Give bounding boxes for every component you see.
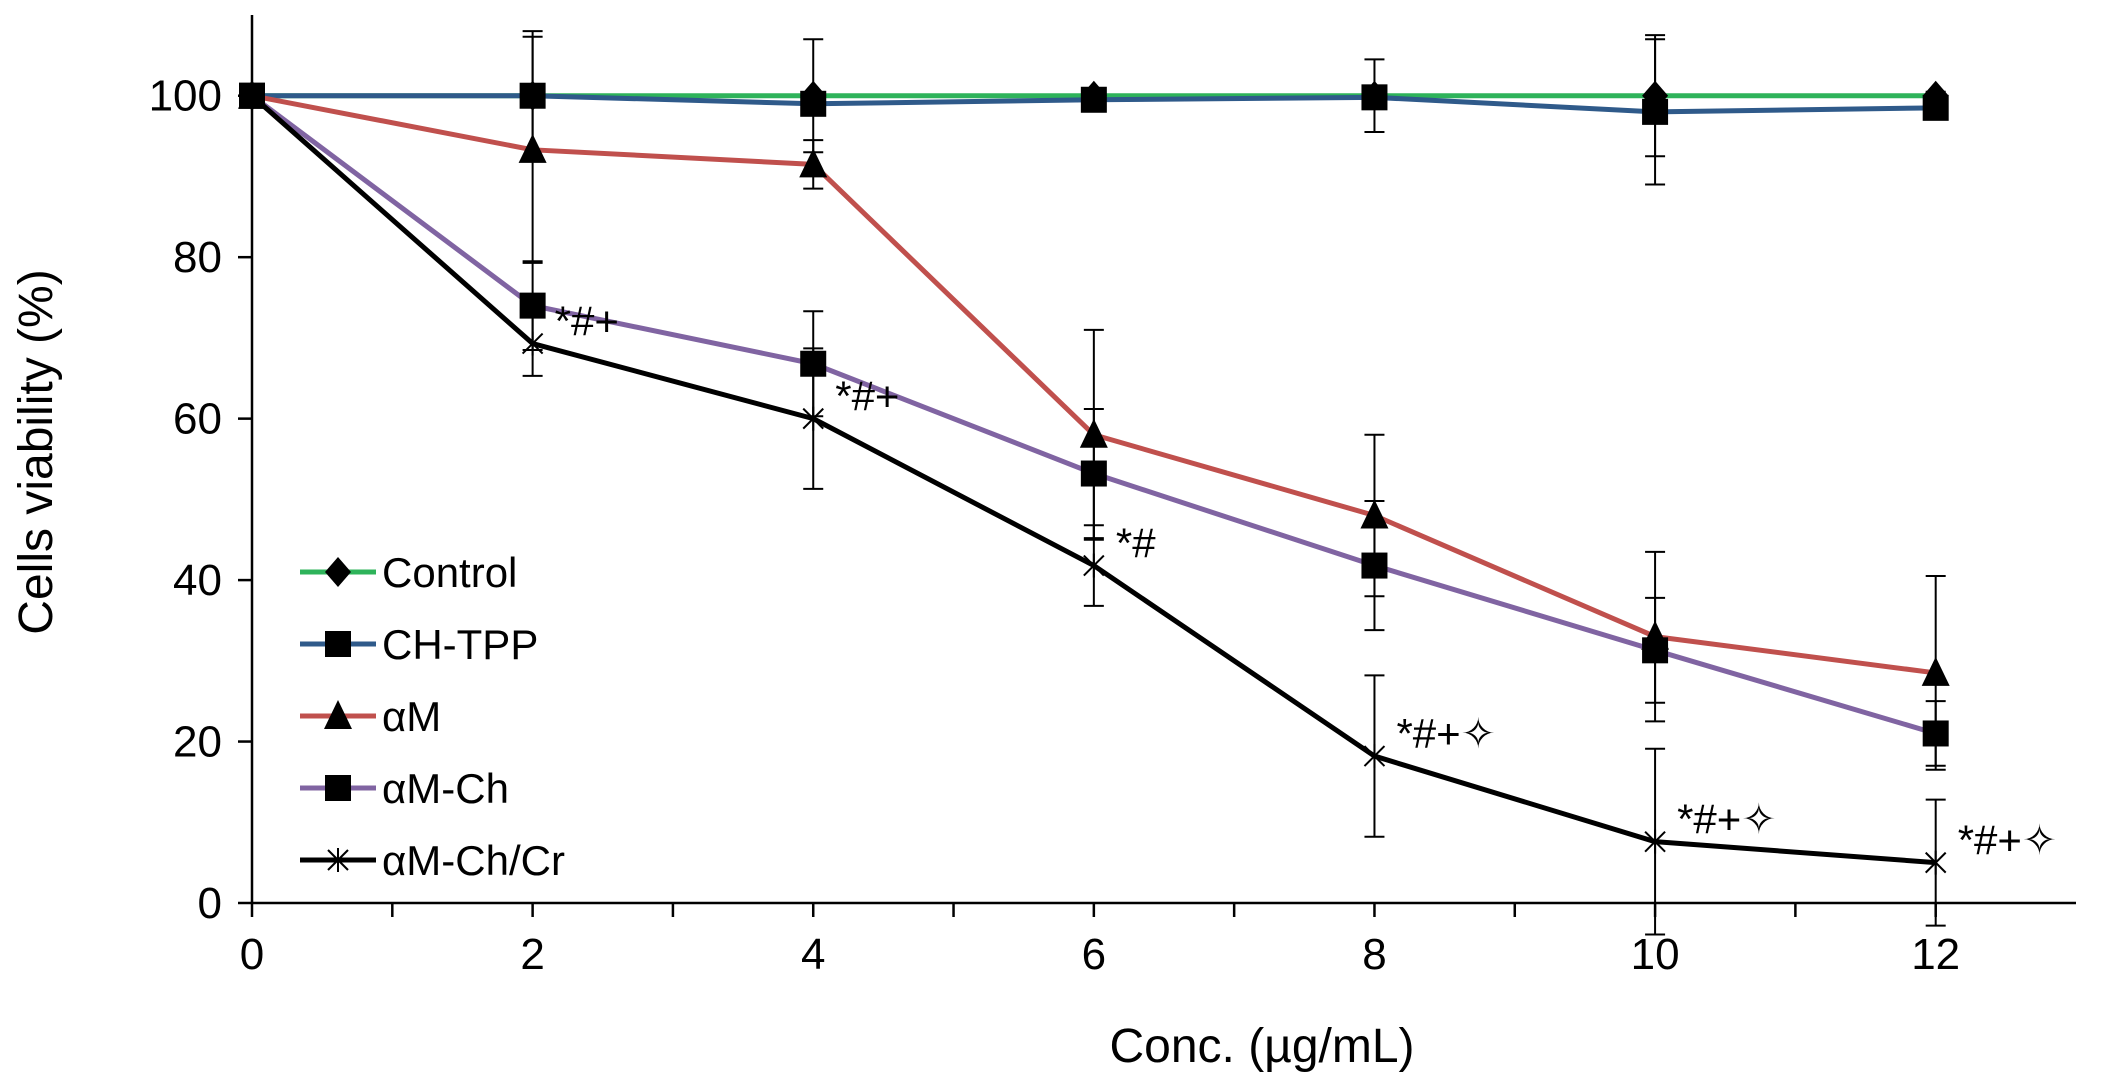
significance-label: *#+ xyxy=(555,298,619,345)
data-point xyxy=(241,83,263,108)
legend-item: αM xyxy=(300,693,441,740)
legend: Control CH-TPP αM αM-Ch αM-Ch/Cr xyxy=(300,549,565,884)
y-tick-label: 40 xyxy=(173,556,222,605)
significance-label: *#+✧ xyxy=(1958,817,2057,864)
y-tick-label: 80 xyxy=(173,233,222,282)
legend-item: Control xyxy=(300,549,517,596)
legend-marker xyxy=(325,631,351,657)
legend-item: αM-Ch xyxy=(300,765,509,812)
x-axis-title: Conc. (µg/mL) xyxy=(1109,1020,1414,1073)
data-point xyxy=(1922,720,1949,747)
data-point xyxy=(800,90,827,117)
legend-item: CH-TPP xyxy=(300,621,538,668)
data-point xyxy=(1083,553,1105,578)
series--m-ch-cr xyxy=(241,83,1947,936)
data-point xyxy=(802,406,824,431)
axes: 0 2 4 6 8 10 12 0 20 40 60 80 100 xyxy=(149,15,2076,979)
data-point xyxy=(1080,86,1107,113)
legend-marker xyxy=(324,700,352,729)
series-layer xyxy=(238,30,1950,936)
data-point xyxy=(1644,829,1666,854)
significance-label: *#+✧ xyxy=(1677,796,1776,843)
legend-marker xyxy=(327,848,349,872)
y-tick-label: 0 xyxy=(198,879,222,928)
x-tick-label: 12 xyxy=(1911,930,1960,979)
annotation-layer: *#+ *#+ *# *#+✧ *#+✧ *#+✧ xyxy=(555,298,2057,864)
y-tick-label: 20 xyxy=(173,718,222,767)
legend-marker xyxy=(325,557,351,587)
legend-label: Control xyxy=(382,549,517,596)
legend-label: αM xyxy=(382,693,441,740)
series-ch-tpp xyxy=(239,38,1949,186)
x-tick-label: 10 xyxy=(1631,930,1680,979)
x-tick-label: 8 xyxy=(1362,930,1386,979)
x-tick-label: 4 xyxy=(801,930,825,979)
significance-label: *#+ xyxy=(835,373,899,420)
legend-item: αM-Ch/Cr xyxy=(300,837,565,884)
y-tick-label: 60 xyxy=(173,395,222,444)
data-point xyxy=(1642,98,1669,125)
significance-label: *#+✧ xyxy=(1396,710,1495,757)
data-point xyxy=(1924,850,1947,875)
y-axis-title: Cells viability (%) xyxy=(10,269,63,634)
data-point xyxy=(521,331,544,356)
data-point xyxy=(1080,460,1107,487)
y-tick-label: 100 xyxy=(149,72,222,121)
data-point xyxy=(1642,637,1669,664)
legend-marker xyxy=(325,775,351,801)
x-tick-label: 0 xyxy=(240,930,264,979)
data-point xyxy=(1921,656,1950,686)
data-point xyxy=(799,148,828,178)
legend-label: CH-TPP xyxy=(382,621,538,668)
legend-label: αM-Ch xyxy=(382,765,509,812)
data-point xyxy=(1922,94,1949,121)
x-tick-label: 2 xyxy=(520,930,544,979)
significance-label: *# xyxy=(1116,520,1156,567)
data-point xyxy=(1361,84,1388,111)
data-point xyxy=(1363,744,1386,769)
data-point xyxy=(1361,552,1388,579)
legend-label: αM-Ch/Cr xyxy=(382,837,565,884)
x-tick-label: 6 xyxy=(1082,930,1106,979)
data-point xyxy=(518,133,547,163)
